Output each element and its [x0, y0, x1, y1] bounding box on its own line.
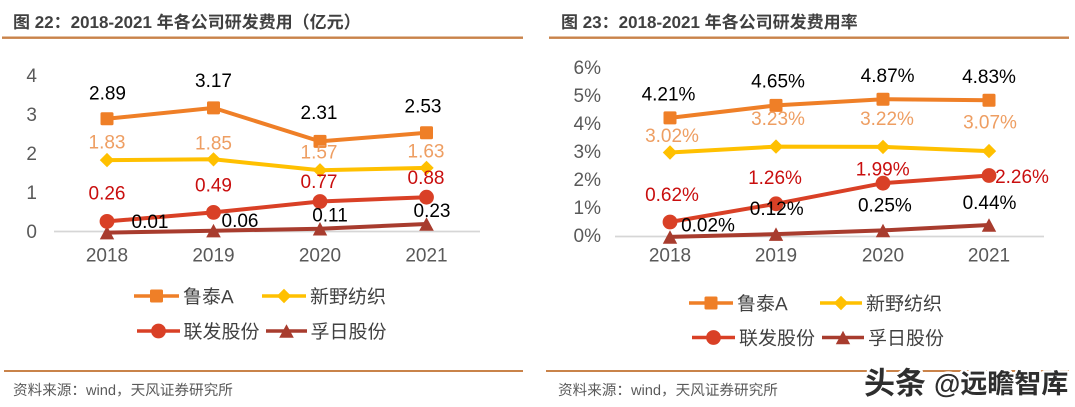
svg-text:4.21%: 4.21%	[642, 85, 696, 106]
svg-text:1.63: 1.63	[408, 142, 445, 163]
svg-text:3.22%: 3.22%	[860, 109, 914, 130]
svg-text:2021: 2021	[968, 246, 1010, 267]
svg-text:2021: 2021	[405, 246, 447, 267]
svg-text:4.65%: 4.65%	[751, 72, 805, 93]
svg-text:0.88: 0.88	[408, 168, 445, 189]
svg-text:2018: 2018	[86, 246, 128, 267]
svg-text:1.57: 1.57	[301, 143, 338, 164]
svg-text:0.12%: 0.12%	[750, 199, 804, 220]
svg-text:3.07%: 3.07%	[963, 113, 1017, 134]
svg-text:3.02%: 3.02%	[645, 126, 699, 147]
svg-text:2: 2	[26, 144, 37, 165]
svg-text:4.83%: 4.83%	[962, 67, 1016, 88]
svg-text:0.49: 0.49	[195, 176, 232, 197]
svg-text:1.85: 1.85	[195, 134, 232, 155]
svg-text:0.77: 0.77	[301, 172, 338, 193]
svg-text:6%: 6%	[574, 58, 602, 79]
svg-text:0.11: 0.11	[312, 206, 348, 227]
svg-text:2020: 2020	[299, 246, 341, 267]
svg-text:3%: 3%	[574, 142, 602, 163]
svg-text:2019: 2019	[755, 246, 797, 267]
svg-text:3.23%: 3.23%	[751, 109, 805, 130]
svg-text:5%: 5%	[574, 86, 602, 107]
svg-text:2018: 2018	[649, 246, 691, 267]
svg-text:2019: 2019	[192, 246, 234, 267]
svg-text:0.23: 0.23	[414, 201, 451, 222]
svg-text:0: 0	[26, 222, 37, 243]
svg-text:2.53: 2.53	[405, 97, 442, 118]
svg-text:1.99%: 1.99%	[856, 160, 910, 181]
svg-text:2%: 2%	[574, 170, 602, 191]
svg-text:1.83: 1.83	[89, 132, 126, 153]
svg-text:1: 1	[26, 183, 37, 204]
svg-text:0.44%: 0.44%	[963, 193, 1017, 214]
svg-text:1.26%: 1.26%	[748, 168, 802, 189]
svg-text:0.25%: 0.25%	[858, 196, 912, 217]
svg-text:0.02%: 0.02%	[681, 216, 735, 237]
svg-text:4%: 4%	[574, 114, 602, 135]
svg-text:1%: 1%	[574, 198, 602, 219]
svg-text:0.01: 0.01	[132, 212, 169, 233]
svg-text:2.31: 2.31	[301, 103, 338, 124]
svg-text:2.89: 2.89	[89, 83, 126, 104]
svg-text:0.26: 0.26	[89, 184, 126, 205]
svg-text:2020: 2020	[862, 246, 904, 267]
svg-text:0.62%: 0.62%	[645, 185, 699, 206]
svg-text:3: 3	[26, 105, 37, 126]
svg-text:4: 4	[26, 66, 37, 87]
svg-text:2.26%: 2.26%	[995, 167, 1049, 188]
svg-text:3.17: 3.17	[195, 71, 232, 92]
svg-text:0%: 0%	[574, 226, 602, 247]
svg-text:4.87%: 4.87%	[861, 66, 915, 87]
svg-text:0.06: 0.06	[222, 211, 259, 232]
